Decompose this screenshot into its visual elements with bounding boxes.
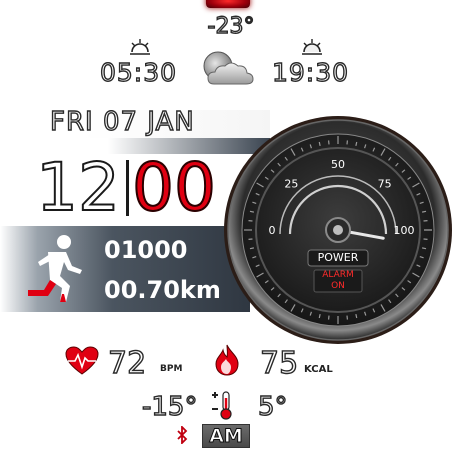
- gauge-tick: [300, 308, 304, 313]
- heart-rate-unit: BPM: [160, 364, 183, 374]
- gauge-tick: [395, 162, 399, 167]
- heart-rate-value: 72: [107, 345, 147, 381]
- gauge-tick: [255, 264, 260, 268]
- time-minutes: 00: [131, 149, 217, 227]
- time-separator: [126, 160, 129, 216]
- ampm-badge: AM: [202, 424, 250, 448]
- gauge-tick: [309, 144, 312, 149]
- gauge-tick: [249, 247, 255, 250]
- gauge-tick: [318, 141, 321, 147]
- gauge-tick-label: 75: [378, 177, 392, 190]
- gauge-power-label: POWER: [317, 251, 359, 264]
- gauge-tick: [252, 201, 257, 204]
- calories-value: 75: [259, 345, 299, 381]
- gauge-tick: [290, 304, 296, 312]
- date-band: [0, 110, 270, 138]
- gauge-tick: [252, 256, 257, 259]
- gauge-tick-label: 100: [394, 224, 415, 237]
- gauge-tick: [249, 210, 255, 213]
- current-temperature: -23°: [207, 13, 255, 39]
- gauge-tick: [388, 299, 392, 304]
- gauge-tick: [421, 210, 427, 213]
- gauge-tick: [277, 162, 281, 167]
- date-label: FRI 07 JAN: [49, 106, 195, 137]
- gauge-tick: [318, 313, 321, 319]
- sunrise-time: 05:30: [99, 57, 178, 87]
- time-hours: 12: [35, 149, 121, 227]
- gauge-tick: [284, 156, 288, 161]
- gauge-tick: [416, 192, 421, 196]
- gauge-tick: [416, 264, 421, 268]
- gauge-tick: [372, 308, 376, 313]
- gauge-tick: [284, 299, 288, 304]
- top-indicator: [206, 0, 250, 8]
- gauge-tick: [355, 141, 358, 147]
- gauge-tick: [407, 280, 412, 284]
- thermometer-icon: [210, 390, 234, 425]
- heart-rate-icon: [64, 346, 100, 381]
- time-band: [0, 138, 270, 154]
- calories-unit: KCAL: [304, 364, 333, 375]
- gauge-tick: [309, 311, 312, 316]
- gauge-tick: [270, 169, 275, 173]
- gauge-tick: [401, 169, 406, 173]
- sunset-icon: [300, 38, 324, 63]
- gauge-tick-label: 50: [331, 158, 345, 171]
- runner-icon: [20, 232, 90, 311]
- gauge-tick: [380, 148, 386, 156]
- gauge-tick-label: 25: [284, 177, 298, 190]
- distance-value: 00.70km: [104, 276, 221, 304]
- gauge-tick-label: 0: [269, 224, 276, 237]
- calories-icon: [214, 344, 240, 381]
- gauge-tick: [264, 280, 269, 284]
- ampm-label: AM: [209, 425, 244, 448]
- gauge-tick: [395, 293, 399, 298]
- gauge-tick: [419, 201, 424, 204]
- gauge-tick: [407, 176, 412, 180]
- gauge-tick: [256, 272, 264, 278]
- partly-cloudy-icon: [198, 50, 256, 93]
- power-gauge: 0 25 50 75 100: [222, 114, 454, 351]
- activity-panel: [0, 226, 250, 312]
- gauge-tick: [270, 287, 275, 291]
- gauge-tick: [364, 144, 367, 149]
- gauge-tick: [364, 311, 367, 316]
- gauge-tick: [421, 247, 427, 250]
- gauge-tick: [264, 176, 269, 180]
- gauge-tick: [380, 304, 386, 312]
- gauge-tick: [277, 293, 281, 298]
- sunrise-icon: [128, 38, 152, 63]
- gauge-tick: [256, 182, 264, 188]
- gauge-tick: [300, 147, 304, 152]
- gauge-tick: [355, 313, 358, 319]
- sunset-time: 19:30: [271, 57, 350, 87]
- temperature-max: 5°: [257, 391, 288, 422]
- gauge-tick: [372, 147, 376, 152]
- steps-value: 01000: [104, 236, 188, 264]
- gauge-alarm-state: ON: [331, 281, 345, 291]
- gauge-tick: [255, 192, 260, 196]
- gauge-tick: [388, 156, 392, 161]
- temperature-min: -15°: [141, 391, 198, 422]
- gauge-tick: [419, 256, 424, 259]
- gauge-tick: [290, 148, 296, 156]
- gauge-tick: [401, 287, 406, 291]
- gauge-tick: [412, 272, 420, 278]
- gauge-alarm-label: ALARM: [322, 270, 354, 280]
- bluetooth-icon: [176, 424, 188, 449]
- gauge-tick: [412, 182, 420, 188]
